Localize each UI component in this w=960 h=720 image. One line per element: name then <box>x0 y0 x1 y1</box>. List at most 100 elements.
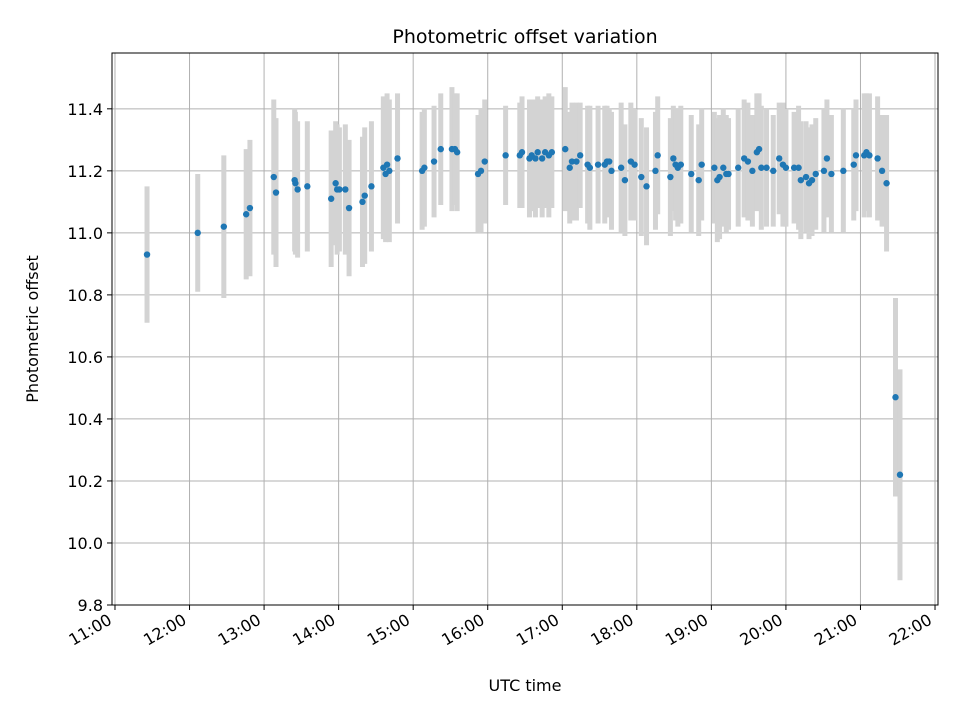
data-point <box>477 167 485 175</box>
data-point <box>453 149 461 156</box>
data-point <box>294 186 301 193</box>
data-point <box>883 180 890 187</box>
data-point <box>892 394 899 401</box>
data-point <box>631 161 638 168</box>
data-point <box>430 158 438 165</box>
data-point <box>790 164 798 171</box>
data-point <box>776 155 783 162</box>
data-point <box>566 164 573 171</box>
x-axis-label: UTC time <box>489 676 562 695</box>
data-point <box>878 167 886 175</box>
y-tick-label: 9.8 <box>78 596 103 615</box>
data-point <box>652 167 659 175</box>
data-point <box>437 145 444 153</box>
data-point <box>720 164 727 171</box>
data-point <box>608 167 615 175</box>
data-point <box>502 152 509 159</box>
data-point <box>896 471 904 478</box>
data-point <box>481 158 488 165</box>
data-point <box>770 167 777 175</box>
data-point <box>823 155 831 162</box>
data-point <box>617 164 625 171</box>
data-point <box>670 155 677 162</box>
data-point <box>725 170 732 178</box>
data-point <box>677 161 685 168</box>
y-tick-label: 11.0 <box>67 224 103 243</box>
y-tick-label: 11.4 <box>67 100 103 119</box>
data-points <box>143 145 904 478</box>
data-point <box>606 158 613 165</box>
data-point <box>667 173 674 181</box>
data-point <box>643 183 650 190</box>
data-point <box>802 173 810 181</box>
data-point <box>716 173 723 181</box>
data-point <box>874 155 881 162</box>
data-point <box>336 186 343 193</box>
data-point <box>143 251 151 258</box>
data-point <box>866 152 873 159</box>
y-tick-label: 10.0 <box>67 534 103 553</box>
y-tick-label: 11.2 <box>67 162 103 181</box>
y-axis-label: Photometric offset <box>23 255 42 403</box>
data-point <box>386 167 393 175</box>
data-point <box>534 149 541 156</box>
data-point <box>304 183 311 190</box>
data-point <box>744 158 752 165</box>
data-point <box>345 204 353 212</box>
y-tick-label: 10.8 <box>67 286 103 305</box>
data-point <box>576 152 584 159</box>
data-point <box>782 164 790 171</box>
data-point <box>194 229 201 237</box>
data-point <box>795 164 802 171</box>
data-point <box>735 164 742 171</box>
data-point <box>698 161 705 168</box>
data-point <box>272 189 280 196</box>
data-point <box>383 161 391 168</box>
data-point <box>220 223 228 230</box>
data-point <box>621 176 629 184</box>
data-point <box>808 176 816 184</box>
y-tick-label: 10.2 <box>67 472 103 491</box>
data-point <box>421 164 428 171</box>
data-point <box>711 164 718 171</box>
data-point <box>820 167 828 175</box>
data-point <box>361 192 368 199</box>
data-point <box>586 164 594 171</box>
data-point <box>342 186 349 193</box>
data-point <box>850 161 857 168</box>
data-point <box>327 195 335 202</box>
data-point <box>242 211 250 218</box>
data-point <box>828 170 835 178</box>
data-point <box>688 170 695 178</box>
plot-frame <box>111 52 939 606</box>
data-point <box>573 158 580 165</box>
data-point <box>755 145 763 153</box>
data-point <box>548 149 556 156</box>
data-point <box>758 164 765 171</box>
data-point <box>763 164 770 171</box>
data-point <box>532 155 539 162</box>
data-point <box>594 161 602 168</box>
chart-title: Photometric offset variation <box>392 26 657 48</box>
data-point <box>695 176 702 184</box>
data-point <box>246 204 254 212</box>
data-point <box>852 152 860 159</box>
data-point <box>638 173 645 181</box>
data-point <box>749 167 756 175</box>
data-point <box>270 173 277 181</box>
data-point <box>332 180 339 187</box>
data-point <box>518 149 526 156</box>
data-point <box>394 155 401 162</box>
y-tick-label: 10.4 <box>67 410 103 429</box>
data-point <box>292 180 299 187</box>
data-point <box>840 167 847 175</box>
y-tick-label: 10.6 <box>67 348 103 367</box>
data-point <box>654 152 661 159</box>
data-point <box>359 198 366 206</box>
data-point <box>368 183 375 190</box>
data-point <box>812 170 819 178</box>
y-axis-ticks: 9.8 10.0 10.2 10.4 10.6 10.8 11.0 11.2 11.4 <box>67 100 112 615</box>
data-point <box>568 158 576 165</box>
data-point <box>538 155 546 162</box>
